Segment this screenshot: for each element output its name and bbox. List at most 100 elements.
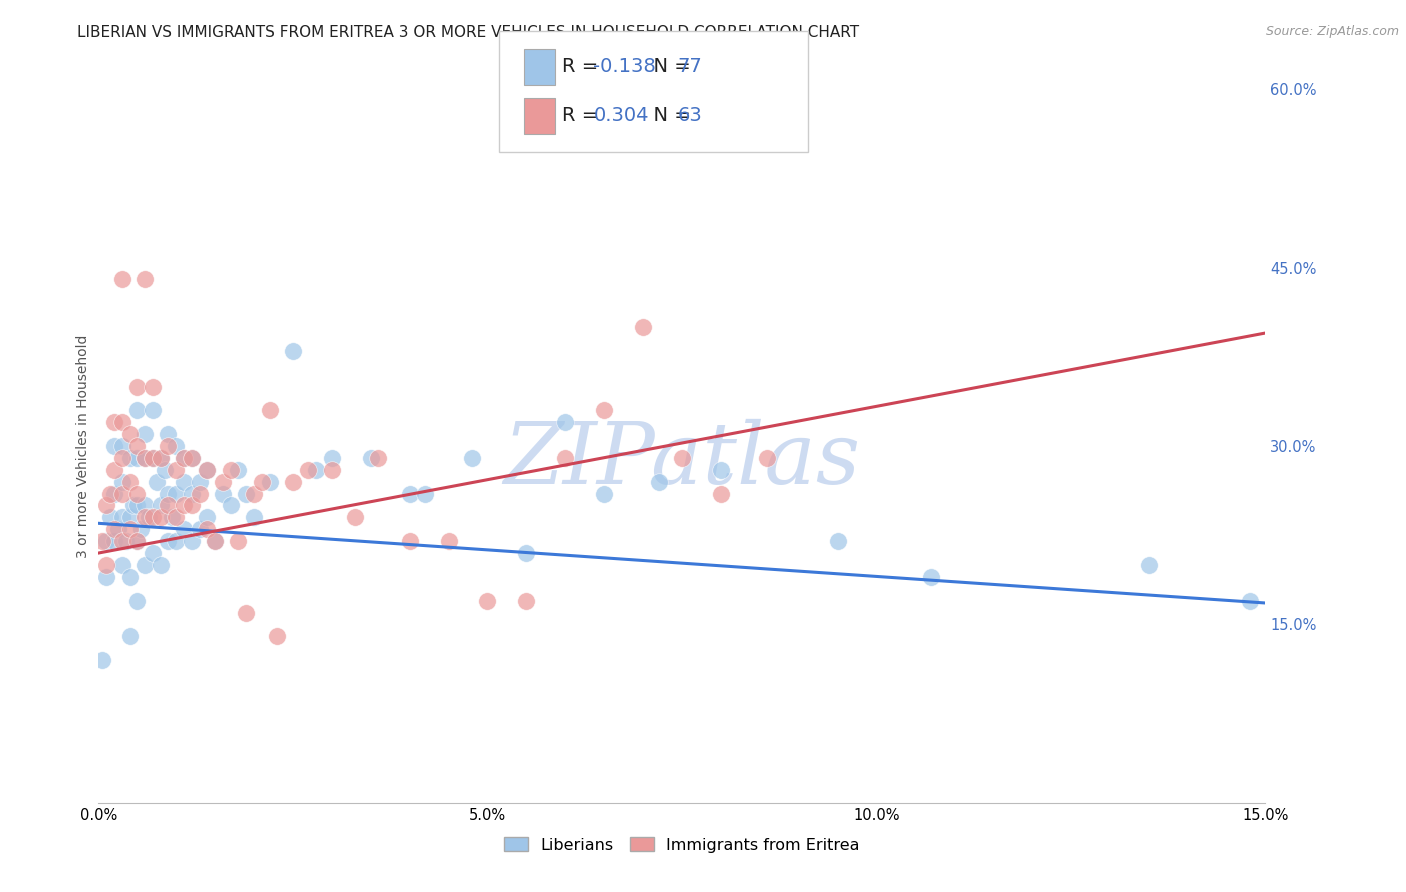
Point (631, 320, 654, 334)
Point (188, 522, 211, 536)
Text: Source: ZipAtlas.com: Source: ZipAtlas.com (1265, 25, 1399, 38)
Point (134, 510, 156, 524)
Point (157, 427, 180, 442)
Point (165, 534, 187, 549)
Point (165, 463, 187, 477)
Point (134, 499, 156, 513)
Point (367, 450, 389, 465)
Point (188, 475, 211, 489)
Point (127, 534, 149, 549)
Point (250, 475, 273, 489)
Point (554, 450, 576, 465)
Point (103, 522, 125, 536)
Point (127, 403, 149, 417)
Point (91, 653, 114, 667)
Point (142, 450, 165, 465)
Point (153, 463, 176, 477)
Point (180, 486, 202, 500)
Point (118, 427, 141, 442)
Point (157, 499, 180, 513)
Point (297, 463, 319, 477)
Point (180, 499, 202, 513)
Point (103, 534, 125, 549)
Point (398, 534, 420, 549)
Point (321, 463, 343, 477)
Point (173, 450, 195, 465)
Point (127, 499, 149, 513)
Point (756, 450, 779, 465)
Point (344, 510, 367, 524)
Text: ZIPatlas: ZIPatlas (503, 419, 860, 501)
Point (165, 486, 187, 500)
Point (195, 463, 218, 477)
Point (142, 546, 165, 560)
Point (515, 546, 537, 560)
Point (127, 450, 149, 465)
Point (554, 415, 576, 429)
Point (149, 510, 172, 524)
Point (127, 593, 149, 607)
Y-axis label: 3 or more Vehicles in Household: 3 or more Vehicles in Household (76, 334, 90, 558)
Point (180, 534, 202, 549)
Point (219, 463, 242, 477)
Point (111, 534, 134, 549)
Point (118, 570, 141, 584)
Point (157, 486, 180, 500)
Point (111, 450, 134, 465)
Point (103, 486, 125, 500)
Point (129, 522, 152, 536)
Point (134, 558, 156, 572)
Point (142, 403, 165, 417)
Text: R =: R = (562, 57, 605, 77)
Point (787, 118, 810, 132)
Point (142, 510, 165, 524)
Point (134, 427, 156, 442)
Point (188, 486, 211, 500)
Point (228, 463, 250, 477)
Point (204, 534, 226, 549)
Point (398, 486, 420, 500)
Point (259, 475, 281, 489)
Point (360, 450, 382, 465)
Point (122, 499, 145, 513)
Point (111, 510, 134, 524)
Point (118, 629, 141, 643)
Point (173, 475, 195, 489)
Point (134, 272, 156, 286)
Point (413, 486, 436, 500)
Point (111, 272, 134, 286)
Point (235, 606, 257, 620)
Point (321, 450, 343, 465)
Point (142, 379, 165, 393)
Point (149, 450, 172, 465)
Point (149, 450, 172, 465)
Point (180, 450, 202, 465)
Point (1239, 593, 1261, 607)
Point (305, 463, 328, 477)
Point (111, 439, 134, 453)
Point (162, 510, 184, 524)
Point (461, 450, 484, 465)
Text: 0.304: 0.304 (593, 106, 648, 126)
Legend: Liberians, Immigrants from Eritrea: Liberians, Immigrants from Eritrea (498, 830, 866, 859)
Point (96, 570, 118, 584)
Point (593, 403, 616, 417)
Point (165, 510, 187, 524)
Text: -0.138: -0.138 (593, 57, 657, 77)
Point (118, 450, 141, 465)
Point (114, 534, 136, 549)
Point (180, 450, 202, 465)
Point (149, 499, 172, 513)
Text: N =: N = (641, 106, 697, 126)
Point (710, 486, 733, 500)
Point (195, 510, 218, 524)
Point (827, 534, 849, 549)
Point (647, 475, 669, 489)
Point (212, 475, 235, 489)
Text: 77: 77 (678, 57, 703, 77)
Point (219, 499, 242, 513)
Point (157, 439, 180, 453)
Point (281, 343, 304, 358)
Point (146, 475, 169, 489)
Point (1137, 558, 1160, 572)
